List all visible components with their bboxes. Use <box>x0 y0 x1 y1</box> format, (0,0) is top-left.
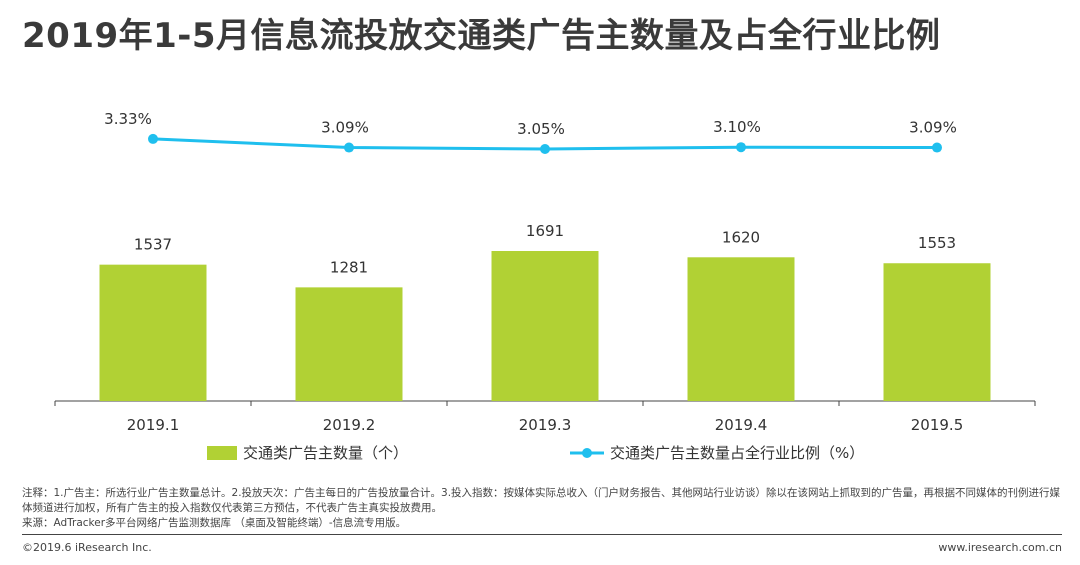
bar-line-chart: 1537 2019.1 1281 2019.2 1691 2019.3 1620 2019.4… <box>54 110 1036 462</box>
notes: 注释：1.广告主：所选行业广告主数量总计。2.投放天次：广告主每日的广告投放量合… <box>22 486 1062 531</box>
x-tick-label: 2019.4 <box>715 416 768 434</box>
copyright: ©2019.6 iResearch Inc. <box>22 541 152 554</box>
line-value-label: 3.33% <box>104 110 152 128</box>
x-tick-label: 2019.3 <box>519 416 572 434</box>
line-point <box>932 142 942 153</box>
chart-title: 2019年1-5月信息流投放交通类广告主数量及占全行业比例 <box>22 16 941 56</box>
bar-value-label: 1537 <box>134 236 172 254</box>
line-point <box>148 133 158 144</box>
source-text: 来源：AdTracker多平台网络广告监测数据库 （桌面及智能终端）-信息流专用… <box>22 517 407 529</box>
bar <box>491 251 599 401</box>
x-tick-label: 2019.2 <box>323 416 376 434</box>
bar-value-label: 1620 <box>722 228 760 246</box>
bar-value-label: 1691 <box>526 222 564 240</box>
bar <box>99 264 207 401</box>
bar <box>883 263 991 401</box>
line-value-label: 3.10% <box>713 118 761 136</box>
legend-bar-swatch <box>207 446 237 460</box>
bar <box>687 257 795 401</box>
line-value-label: 3.05% <box>517 120 565 138</box>
footer-divider <box>22 534 1062 535</box>
x-tick-label: 2019.1 <box>127 416 180 434</box>
website-link[interactable]: www.iresearch.com.cn <box>938 541 1062 554</box>
line-point <box>344 142 354 153</box>
legend-bar-label: 交通类广告主数量（个） <box>243 444 408 462</box>
bar-value-label: 1281 <box>330 258 368 276</box>
line-value-label: 3.09% <box>909 119 957 137</box>
line-point <box>736 142 746 153</box>
line-value-label: 3.09% <box>321 119 369 137</box>
legend-line-marker <box>582 448 592 458</box>
x-tick-label: 2019.5 <box>911 416 964 434</box>
bar <box>295 287 403 401</box>
legend-line-label: 交通类广告主数量占全行业比例（%） <box>610 444 864 462</box>
note-text: 注释：1.广告主：所选行业广告主数量总计。2.投放天次：广告主每日的广告投放量合… <box>22 487 1061 514</box>
bar-value-label: 1553 <box>918 234 956 252</box>
line-point <box>540 144 550 154</box>
